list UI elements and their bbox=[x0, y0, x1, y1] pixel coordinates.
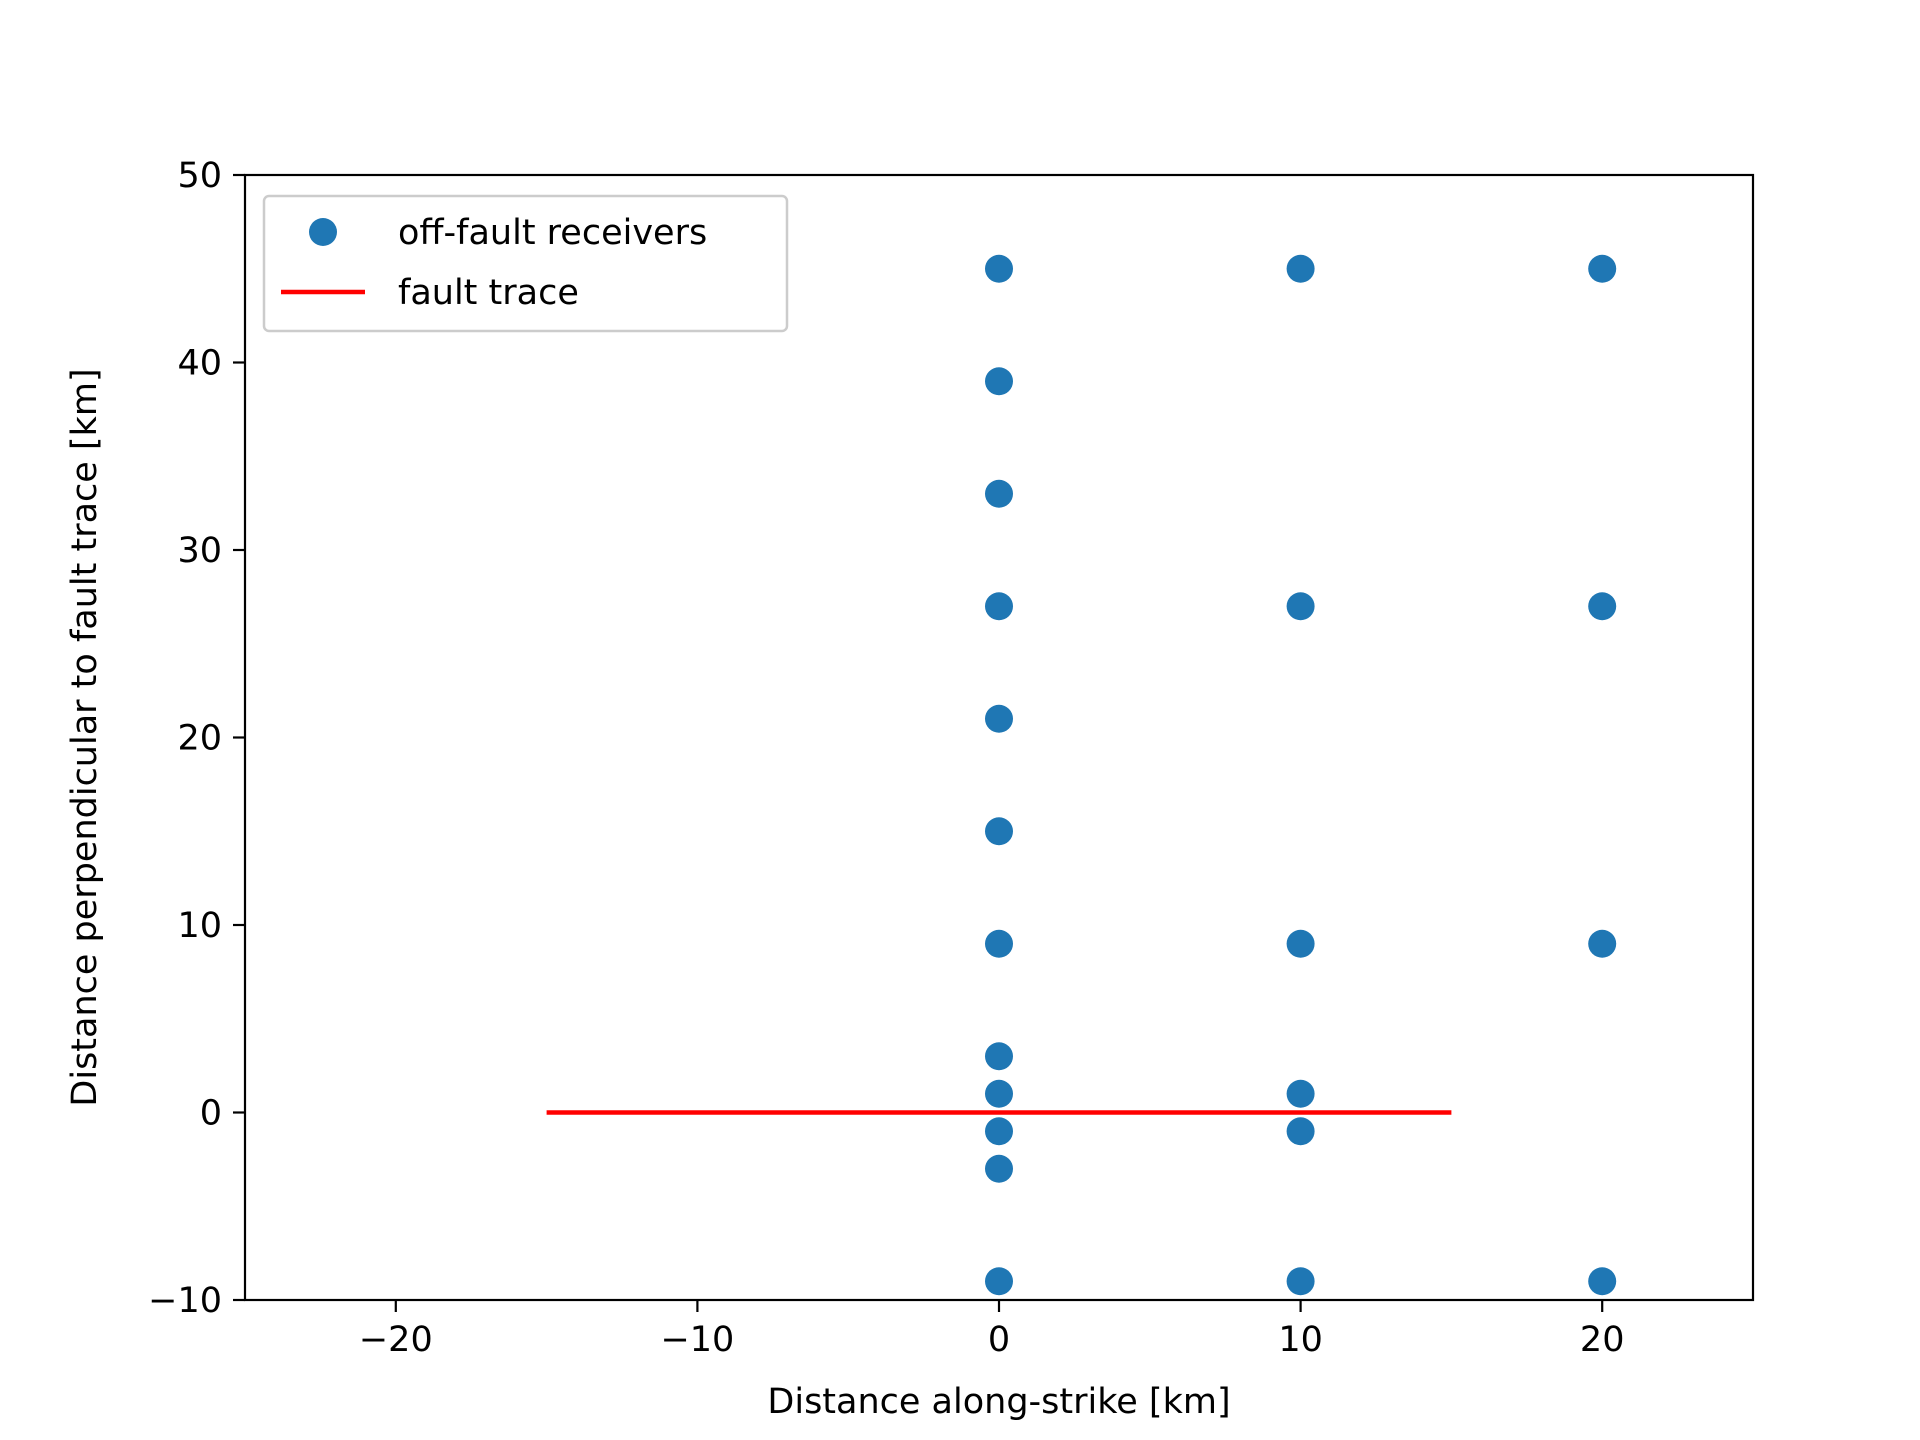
x-tick-label: 10 bbox=[1278, 1320, 1323, 1360]
y-tick-label: 20 bbox=[177, 719, 222, 759]
receiver-point-4 bbox=[985, 1042, 1013, 1071]
receiver-point-17 bbox=[1286, 254, 1315, 283]
receiver-point-5 bbox=[985, 929, 1013, 958]
x-axis-ticks: −20 −10 0 10 20 bbox=[359, 1300, 1625, 1360]
x-tick-label: −20 bbox=[359, 1320, 433, 1360]
receiver-point-3 bbox=[985, 1079, 1013, 1108]
receiver-point-18 bbox=[1588, 1267, 1617, 1296]
legend-marker-receivers bbox=[309, 218, 337, 246]
receiver-point-9 bbox=[985, 479, 1013, 508]
x-tick-label: 0 bbox=[988, 1320, 1010, 1360]
receiver-point-7 bbox=[985, 704, 1013, 733]
receiver-point-13 bbox=[1286, 1117, 1315, 1146]
legend-label-fault-trace: fault trace bbox=[398, 273, 579, 313]
receiver-point-0 bbox=[985, 1267, 1013, 1296]
receiver-point-16 bbox=[1286, 592, 1315, 621]
legend-label-receivers: off-fault receivers bbox=[398, 213, 707, 253]
receiver-point-12 bbox=[1286, 1267, 1315, 1296]
y-tick-label: 30 bbox=[177, 531, 222, 571]
receiver-point-15 bbox=[1286, 929, 1315, 958]
receiver-point-21 bbox=[1588, 254, 1617, 283]
receiver-point-2 bbox=[985, 1117, 1013, 1146]
x-tick-label: 20 bbox=[1580, 1320, 1625, 1360]
receiver-point-19 bbox=[1588, 929, 1617, 958]
x-tick-label: −10 bbox=[660, 1320, 734, 1360]
receiver-point-1 bbox=[985, 1154, 1013, 1183]
receiver-point-20 bbox=[1588, 592, 1617, 621]
y-axis-ticks: −10 0 10 20 30 40 50 bbox=[148, 156, 245, 1321]
receiver-point-6 bbox=[985, 817, 1013, 846]
receiver-points-layer bbox=[985, 254, 1617, 1296]
receiver-point-11 bbox=[985, 254, 1013, 283]
legend-box bbox=[262, 194, 789, 333]
y-tick-label: −10 bbox=[148, 1281, 222, 1321]
legend: off-fault receivers fault trace bbox=[262, 194, 789, 333]
y-tick-label: 0 bbox=[200, 1094, 222, 1134]
y-axis-label: Distance perpendicular to fault trace [k… bbox=[65, 368, 105, 1106]
y-tick-label: 10 bbox=[177, 906, 222, 946]
receiver-point-8 bbox=[985, 592, 1013, 621]
y-tick-label: 40 bbox=[177, 344, 222, 384]
x-axis-label: Distance along-strike [km] bbox=[767, 1382, 1230, 1422]
receiver-point-14 bbox=[1286, 1079, 1315, 1108]
y-tick-label: 50 bbox=[177, 156, 222, 196]
receiver-point-10 bbox=[985, 367, 1013, 396]
